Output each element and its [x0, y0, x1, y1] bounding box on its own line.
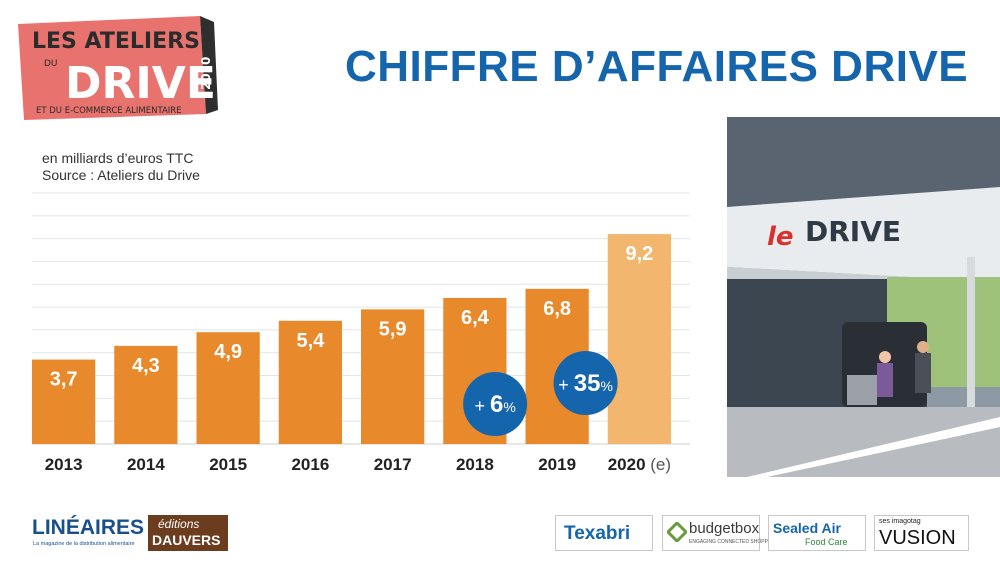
logo-tagline: ET DU E-COMMERCE ALIMENTAIRE	[36, 106, 182, 116]
bar-value-label: 6,4	[461, 307, 490, 329]
bar	[361, 309, 425, 444]
source-note: Source : Ateliers du Drive	[42, 167, 200, 183]
photo-sign-le: le	[767, 222, 794, 252]
ateliers-du-drive-logo: LES ATELIERS DU DRIVE 2020 ET DU E-COMME…	[18, 16, 218, 120]
dauvers-logo: éditions DAUVERS	[148, 515, 228, 551]
x-tick-label: 2020 (e)	[608, 455, 671, 474]
page-title: CHIFFRE D’AFFAIRES DRIVE	[345, 42, 969, 91]
bar	[32, 359, 96, 444]
bar-value-label: 5,9	[379, 318, 407, 340]
texabri-text: Texabri	[564, 523, 631, 544]
dauvers-top: éditions	[158, 517, 200, 531]
unit-note: en milliards d’euros TTC	[42, 150, 194, 166]
photo-sign-drive: DRIVE	[805, 215, 901, 248]
growth-bubble	[463, 372, 528, 436]
bar-value-label: 3,7	[50, 369, 78, 391]
bar-value-label: 5,4	[296, 330, 325, 352]
bar	[196, 332, 260, 444]
bar-value-label: 6,8	[543, 298, 571, 320]
sealedair-tagline: Food Care	[805, 537, 848, 547]
vusion-top: ses imagotag	[879, 518, 921, 525]
sealedair-text: Sealed Air	[773, 520, 841, 536]
sealedair-logo: Sealed Air Food Care	[768, 515, 866, 551]
chart-notes: en milliards d’euros TTC Source : Atelie…	[42, 150, 200, 184]
lineaires-logo: LINÉAIRES La magazine de la distribution…	[30, 515, 144, 551]
budgetbox-tagline: ENGAGING CONNECTED SHOPPERS	[689, 539, 779, 545]
bar	[607, 234, 671, 444]
growth-bubble	[553, 351, 618, 415]
growth-label: + 6%	[474, 391, 515, 418]
x-tick-label: 2016	[291, 455, 329, 474]
bar	[114, 345, 178, 444]
lineaires-tagline: La magazine de la distribution alimentai…	[33, 541, 135, 547]
x-tick-label: 2013	[45, 455, 83, 474]
lineaires-text: LINÉAIRES	[32, 516, 145, 539]
x-tick-label: 2017	[374, 455, 412, 474]
logo-line2: DU	[44, 59, 58, 69]
budgetbox-text: budgetbox	[689, 520, 760, 537]
budgetbox-logo: budgetbox ENGAGING CONNECTED SHOPPERS	[662, 515, 778, 551]
dauvers-bottom: DAUVERS	[152, 532, 221, 548]
logo-year: 2020	[199, 57, 213, 90]
bar-value-label: 9,2	[625, 243, 653, 265]
texabri-logo: Texabri	[555, 515, 653, 551]
bar	[278, 320, 342, 444]
revenue-bar-chart: 3,7 2013 4,3 2014 4,9 2015 5,4 2016 5,9 2017 6,4 20…	[32, 192, 690, 474]
vusion-text: VUSION	[879, 527, 956, 549]
bar-value-label: 4,9	[214, 341, 242, 363]
x-tick-label: 2014	[127, 455, 165, 474]
budgetbox-icon	[667, 522, 687, 542]
growth-label: + 35%	[558, 370, 613, 397]
logo-line3: DRIVE	[65, 58, 216, 109]
x-tick-label: 2015	[209, 455, 247, 474]
drive-store-photo: le DRIVE	[727, 117, 1000, 477]
vusion-logo: ses imagotag VUSION	[874, 515, 969, 551]
bar-value-label: 4,3	[132, 355, 160, 377]
x-tick-label: 2019	[538, 455, 576, 474]
logo-line1: LES ATELIERS	[32, 29, 200, 54]
x-tick-label: 2018	[456, 455, 494, 474]
